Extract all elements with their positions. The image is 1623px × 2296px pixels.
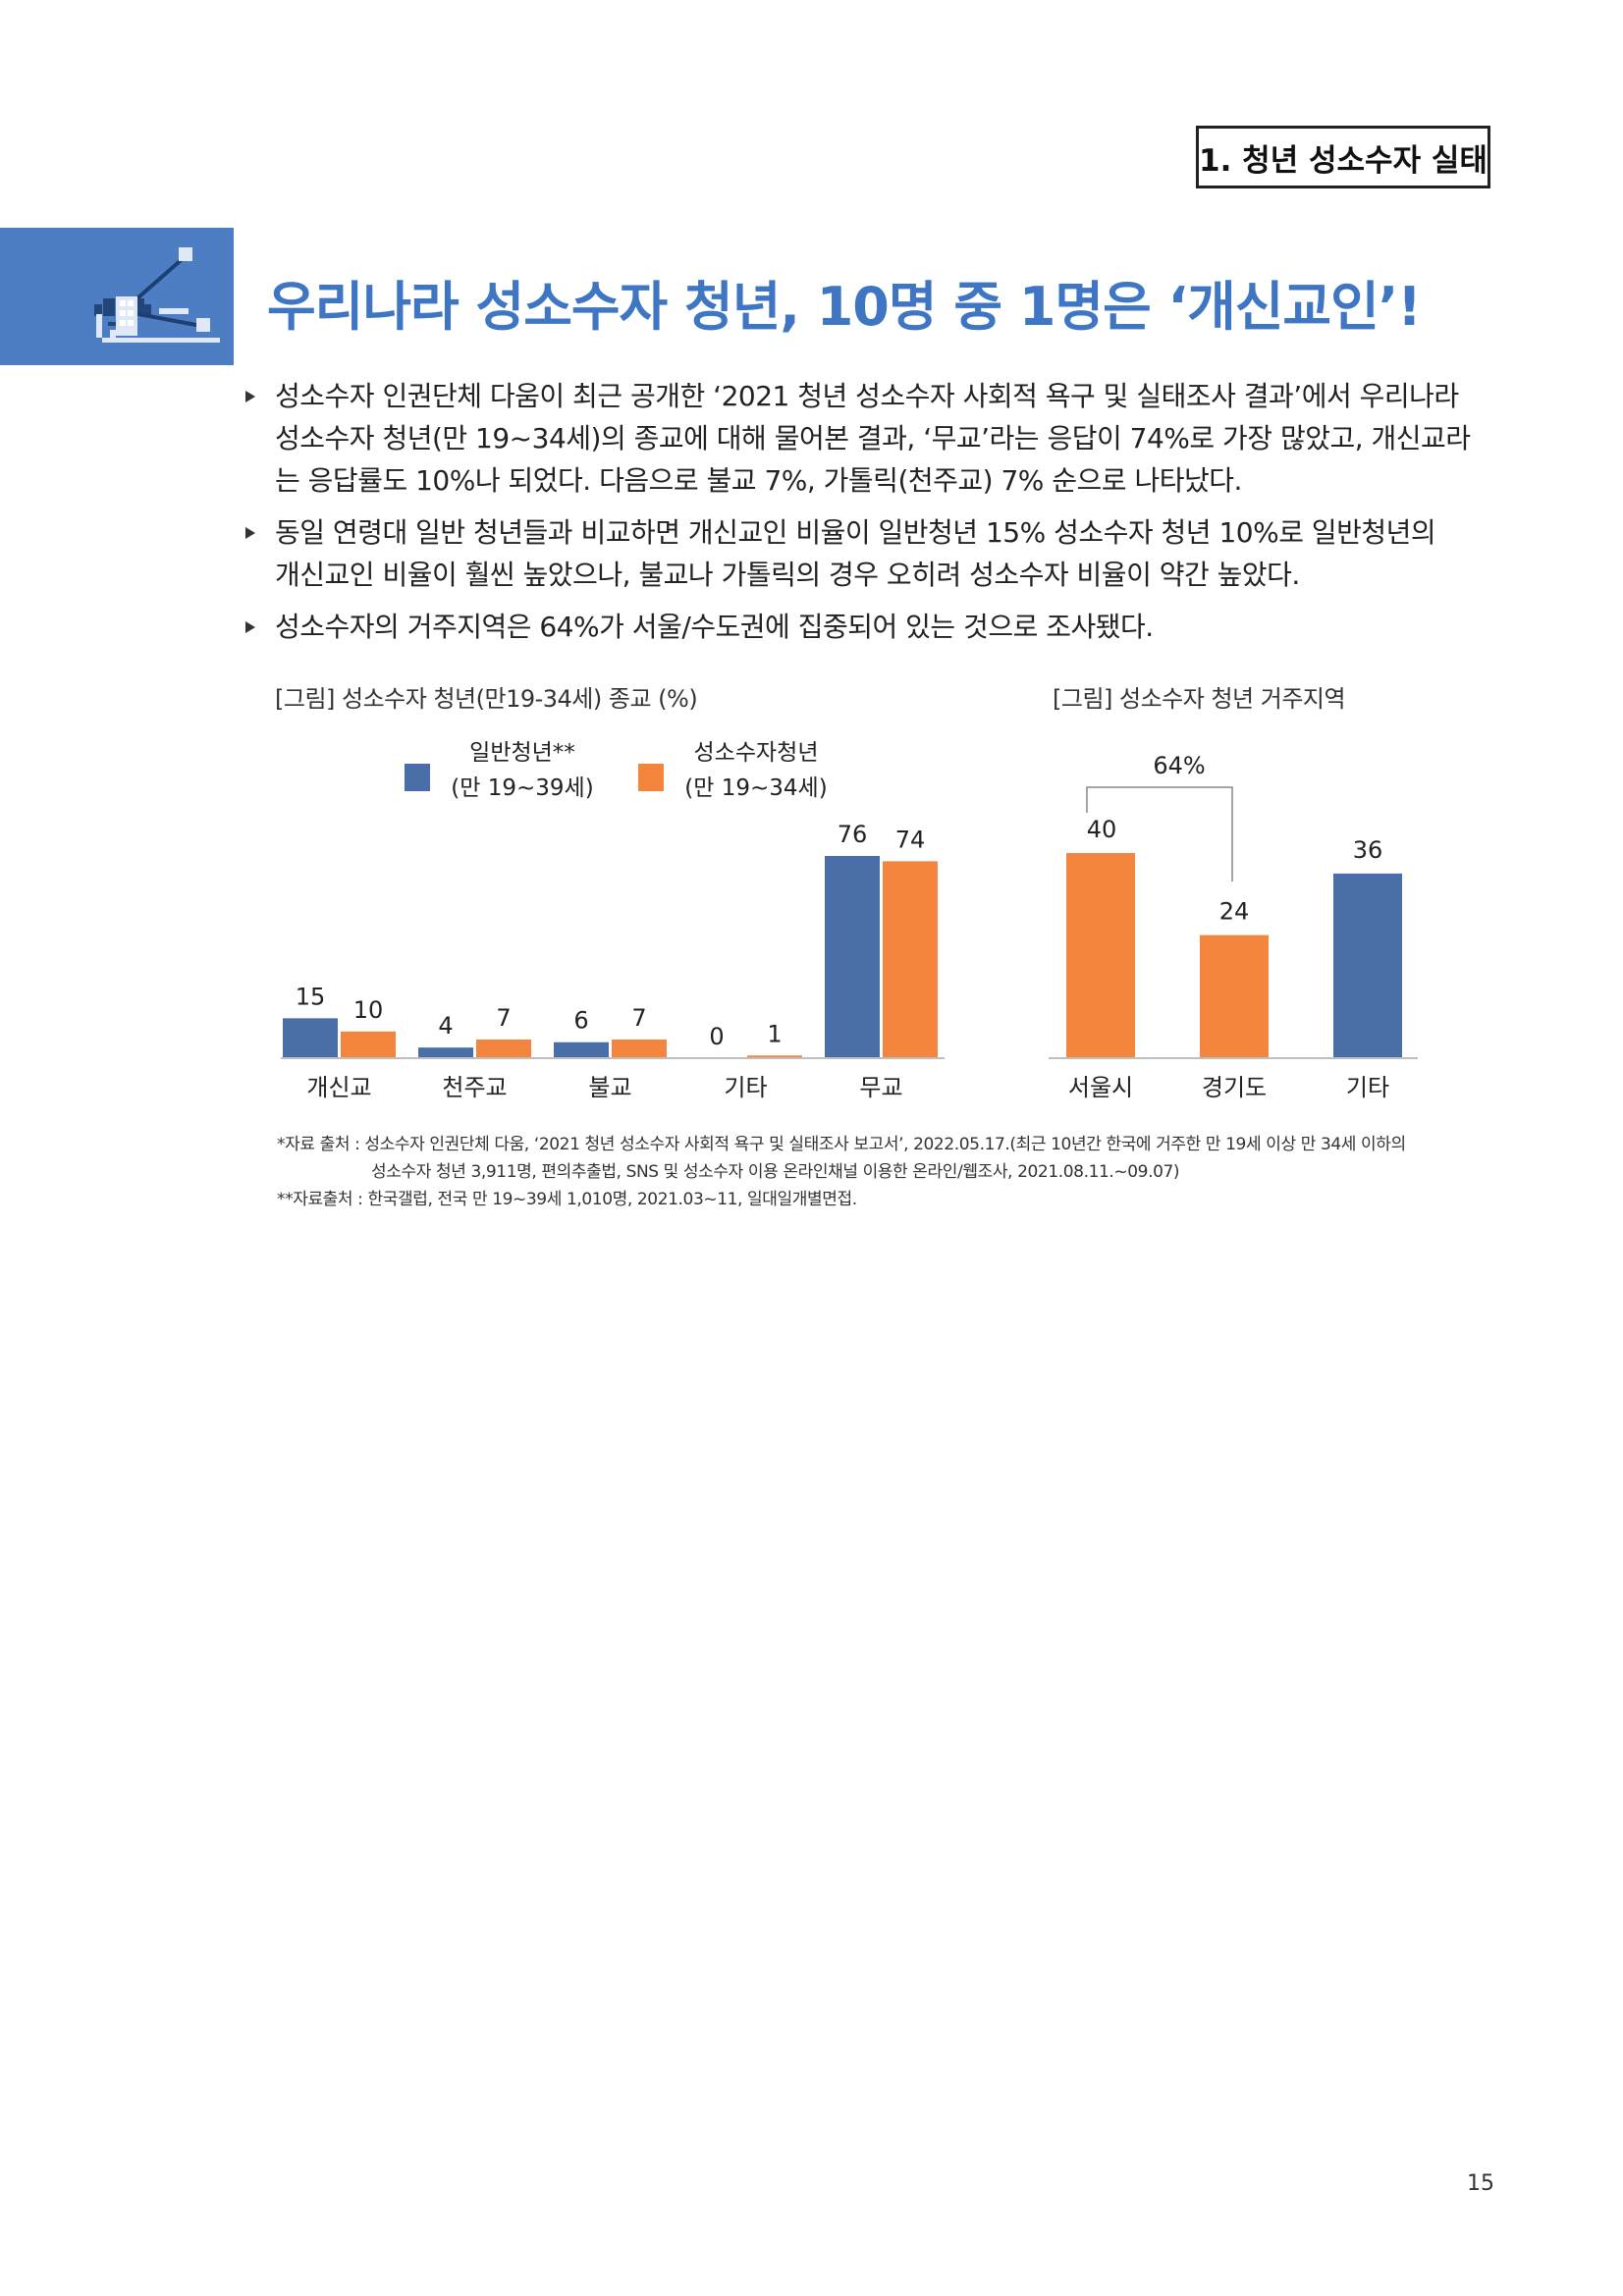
bar	[341, 1031, 396, 1058]
data-label: 1	[767, 1020, 782, 1047]
page-title: 우리나라 성소수자 청년, 10명 중 1명은 ‘개신교인’!	[267, 276, 1422, 338]
annotation-label: 64%	[1153, 752, 1205, 779]
legend-label: 성소수자청년	[694, 740, 819, 766]
bullet-item: 동일 연령대 일반 청년들과 비교하면 개신교인 비율이 일반청년 15% 성소…	[243, 511, 1490, 596]
legend-label: 일반청년**	[469, 740, 575, 766]
category-label: 개신교	[306, 1074, 371, 1101]
legend-swatch	[405, 764, 430, 791]
data-label: 24	[1219, 898, 1250, 926]
bar	[1066, 853, 1135, 1058]
data-label: 10	[353, 996, 384, 1024]
data-label: 40	[1087, 816, 1117, 843]
bar	[825, 856, 880, 1058]
bar	[283, 1018, 338, 1058]
data-label: 74	[895, 826, 926, 853]
data-label: 7	[631, 1004, 646, 1032]
bullet-item: 성소수자 인권단체 다움이 최근 공개한 ‘2021 청년 성소수자 사회적 욕…	[243, 375, 1490, 502]
bar	[418, 1047, 473, 1058]
bar	[476, 1040, 531, 1058]
legend-label-sub: (만 19~34세)	[684, 775, 827, 801]
section-banner	[0, 228, 234, 365]
category-label: 경기도	[1202, 1074, 1267, 1101]
section-label: 1. 청년 성소수자 실태	[1196, 126, 1490, 188]
religion-chart-title: [그림] 성소수자 청년(만19-34세) 종교 (%)	[275, 685, 698, 713]
region-chart-title: [그림] 성소수자 청년 거주지역	[1053, 685, 1346, 713]
category-label: 천주교	[442, 1074, 507, 1101]
category-label: 기타	[1346, 1074, 1389, 1101]
bar	[554, 1041, 609, 1058]
bar	[747, 1055, 802, 1058]
data-label: 15	[296, 983, 326, 1010]
source-note-2: **자료출처 : 한국갤럽, 전국 만 19~39세 1,010명, 2021.…	[277, 1190, 857, 1209]
data-label: 7	[496, 1004, 511, 1032]
legend-swatch	[638, 764, 664, 791]
source-note-1: *자료 출처 : 성소수자 인권단체 다움, ‘2021 청년 성소수자 사회적…	[277, 1135, 1406, 1154]
data-label: 0	[709, 1023, 724, 1050]
charts-canvas: 일반청년**(만 19~39세)성소수자청년(만 19~34세)15 10개신교4…	[281, 740, 1418, 1101]
category-label: 기타	[724, 1074, 767, 1101]
data-label: 4	[438, 1012, 453, 1040]
source-note-1-cont: 성소수자 청년 3,911명, 편의추출법, SNS 및 성소수자 이용 온라인…	[371, 1162, 1180, 1182]
bar	[612, 1040, 667, 1058]
category-label: 무교	[859, 1074, 902, 1101]
bullet-list: 성소수자 인권단체 다움이 최근 공개한 ‘2021 청년 성소수자 사회적 욕…	[243, 375, 1490, 658]
bullet-item: 성소수자의 거주지역은 64%가 서울/수도권에 집중되어 있는 것으로 조사됐…	[243, 606, 1490, 648]
annotation-bracket	[1086, 786, 1233, 881]
network-building-icon	[94, 247, 220, 343]
category-label: 서울시	[1068, 1074, 1133, 1101]
legend-label-sub: (만 19~39세)	[451, 775, 593, 801]
data-label: 6	[573, 1007, 588, 1035]
source-notes: *자료 출처 : 성소수자 인권단체 다움, ‘2021 청년 성소수자 사회적…	[277, 1131, 1406, 1213]
bar	[883, 861, 938, 1058]
bar	[1200, 934, 1269, 1058]
category-label: 불교	[588, 1074, 631, 1101]
data-label: 76	[838, 821, 868, 848]
data-label: 36	[1353, 836, 1383, 864]
page-number: 15	[1467, 2171, 1494, 2196]
bar	[1333, 873, 1402, 1058]
